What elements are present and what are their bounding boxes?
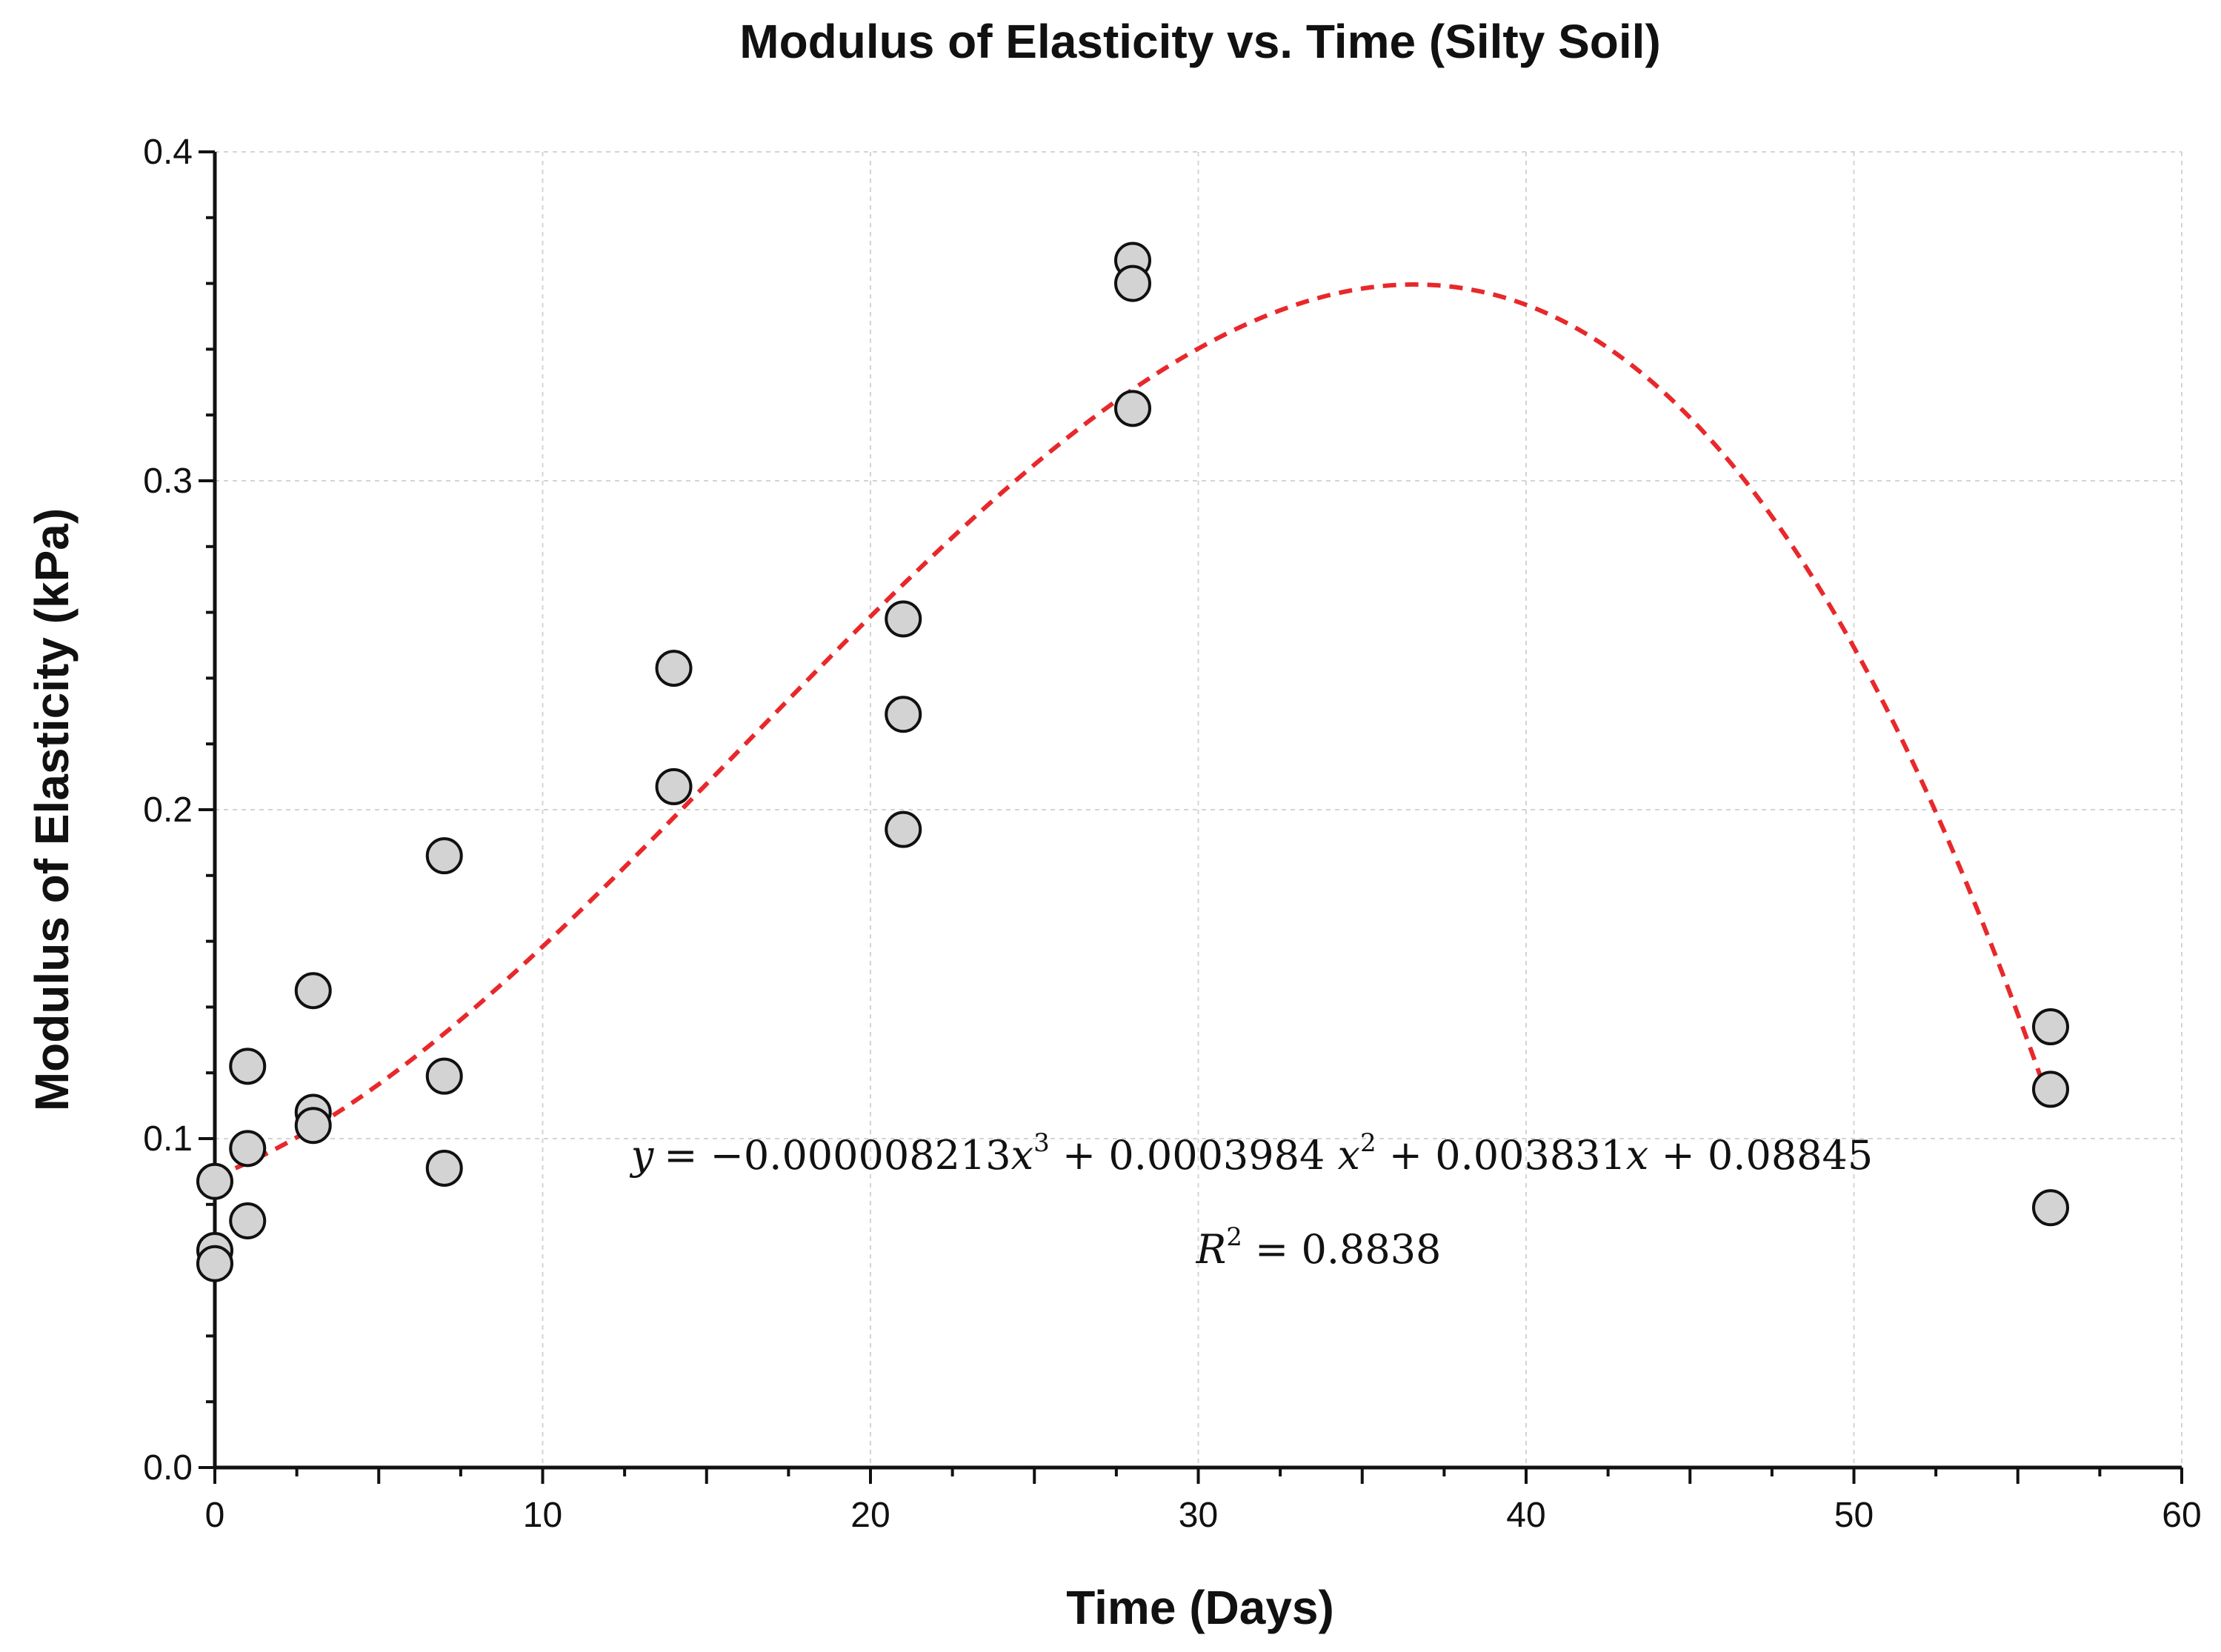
data-point-10	[425, 1057, 463, 1095]
y-tick-label-0: 0.0	[143, 1448, 193, 1488]
x-tick-label-3: 30	[1179, 1496, 1218, 1535]
eq-part-2: + 0.0003984	[1050, 1132, 1338, 1179]
y-tick-label-4: 0.4	[143, 133, 193, 172]
eq-part-1: = −0.000008213	[664, 1132, 1010, 1179]
r2-value: = 0.8838	[1242, 1226, 1442, 1273]
y-tick-label-3: 0.3	[143, 462, 193, 501]
y-axis-label: Modulus of Elasticity (kPa)	[25, 508, 79, 1111]
eq-pow-2: 2	[1360, 1128, 1376, 1158]
data-point-3	[229, 1048, 267, 1085]
y-ticks: 0.0 0.1 0.2 0.3 0.4	[143, 133, 215, 1488]
data-point-4	[229, 1130, 267, 1168]
eq-y-var: y	[630, 1132, 655, 1179]
data-point-6	[294, 972, 332, 1010]
x-tick-label-2: 20	[850, 1496, 890, 1535]
data-point-9	[425, 837, 463, 875]
chart-title: Modulus of Elasticity vs. Time (Silty So…	[739, 15, 1661, 68]
eq-pow-1: 3	[1033, 1128, 1050, 1158]
data-point-15	[885, 696, 922, 733]
x-tick-label-5: 50	[1834, 1496, 1874, 1535]
data-point-11	[425, 1149, 463, 1187]
r2-var: R	[1196, 1226, 1227, 1273]
r-squared: R2 = 0.8838	[1196, 1222, 1442, 1273]
x-axis-label: Time (Days)	[1066, 1581, 1334, 1634]
eq-x-3: x	[1626, 1132, 1648, 1179]
data-point-18	[1114, 264, 1151, 302]
fit-curve	[213, 282, 2053, 1179]
data-point-0	[196, 1162, 233, 1200]
data-point-5	[229, 1202, 267, 1239]
x-tick-label-1: 10	[523, 1496, 562, 1535]
data-point-19	[1114, 390, 1151, 427]
eq-part-3: + 0.003831	[1376, 1132, 1626, 1179]
data-point-8	[294, 1107, 332, 1145]
r2-pow: 2	[1226, 1222, 1242, 1252]
grid-layer	[215, 151, 2182, 1468]
y-tick-label-2: 0.2	[143, 790, 193, 830]
data-point-12	[655, 650, 693, 687]
x-tick-label-0: 0	[205, 1496, 225, 1535]
data-point-14	[885, 600, 922, 638]
data-points	[196, 242, 2069, 1282]
data-point-22	[2032, 1189, 2069, 1227]
fit-equation: y = −0.000008213x3 + 0.0003984 x2 + 0.003…	[630, 1128, 1874, 1179]
eq-x-1: x	[1011, 1132, 1033, 1179]
data-point-2	[196, 1245, 233, 1282]
eq-part-4: + 0.08845	[1648, 1132, 1873, 1179]
data-point-20	[2032, 1008, 2069, 1046]
y-tick-label-1: 0.1	[143, 1119, 193, 1159]
data-point-16	[885, 810, 922, 848]
data-point-13	[655, 767, 693, 805]
x-ticks: 0 10 20 30 40 50 60	[205, 1468, 2202, 1535]
data-point-21	[2032, 1070, 2069, 1108]
eq-x-2: x	[1338, 1132, 1360, 1179]
x-tick-label-6: 60	[2162, 1496, 2201, 1535]
x-tick-label-4: 40	[1506, 1496, 1545, 1535]
